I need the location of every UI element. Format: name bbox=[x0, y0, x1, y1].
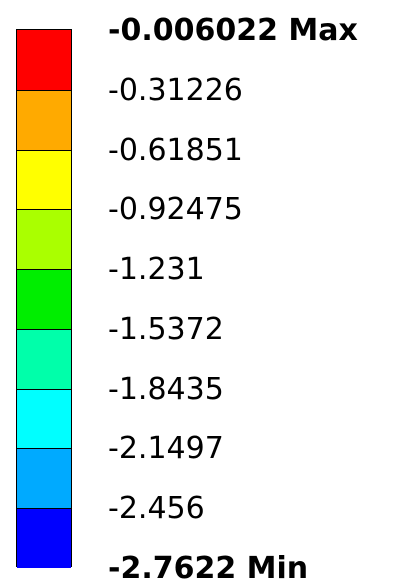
tick-label: -1.231 bbox=[108, 252, 205, 288]
colorbar-band bbox=[17, 30, 71, 90]
colorbar-band bbox=[17, 328, 71, 389]
colorbar-band bbox=[17, 388, 71, 449]
tick-label: -1.8435 bbox=[108, 371, 224, 407]
tick-label: -2.456 bbox=[108, 491, 205, 527]
tick-label: -1.5372 bbox=[108, 311, 224, 347]
min-label: -2.7622 Min bbox=[108, 551, 309, 586]
colorbar-band bbox=[17, 149, 71, 210]
colorbar-band bbox=[17, 209, 71, 270]
colorbar-band bbox=[17, 508, 71, 568]
colorbar-band bbox=[17, 448, 71, 509]
colorbar-band bbox=[17, 269, 71, 329]
tick-label: -0.31226 bbox=[108, 72, 243, 108]
max-label: -0.006022 Max bbox=[108, 13, 358, 48]
colorbar bbox=[16, 29, 72, 568]
tick-label: -2.1497 bbox=[108, 431, 224, 467]
tick-label: -0.92475 bbox=[108, 192, 243, 228]
tick-label: -0.61851 bbox=[108, 132, 243, 168]
colorbar-band bbox=[17, 89, 71, 150]
